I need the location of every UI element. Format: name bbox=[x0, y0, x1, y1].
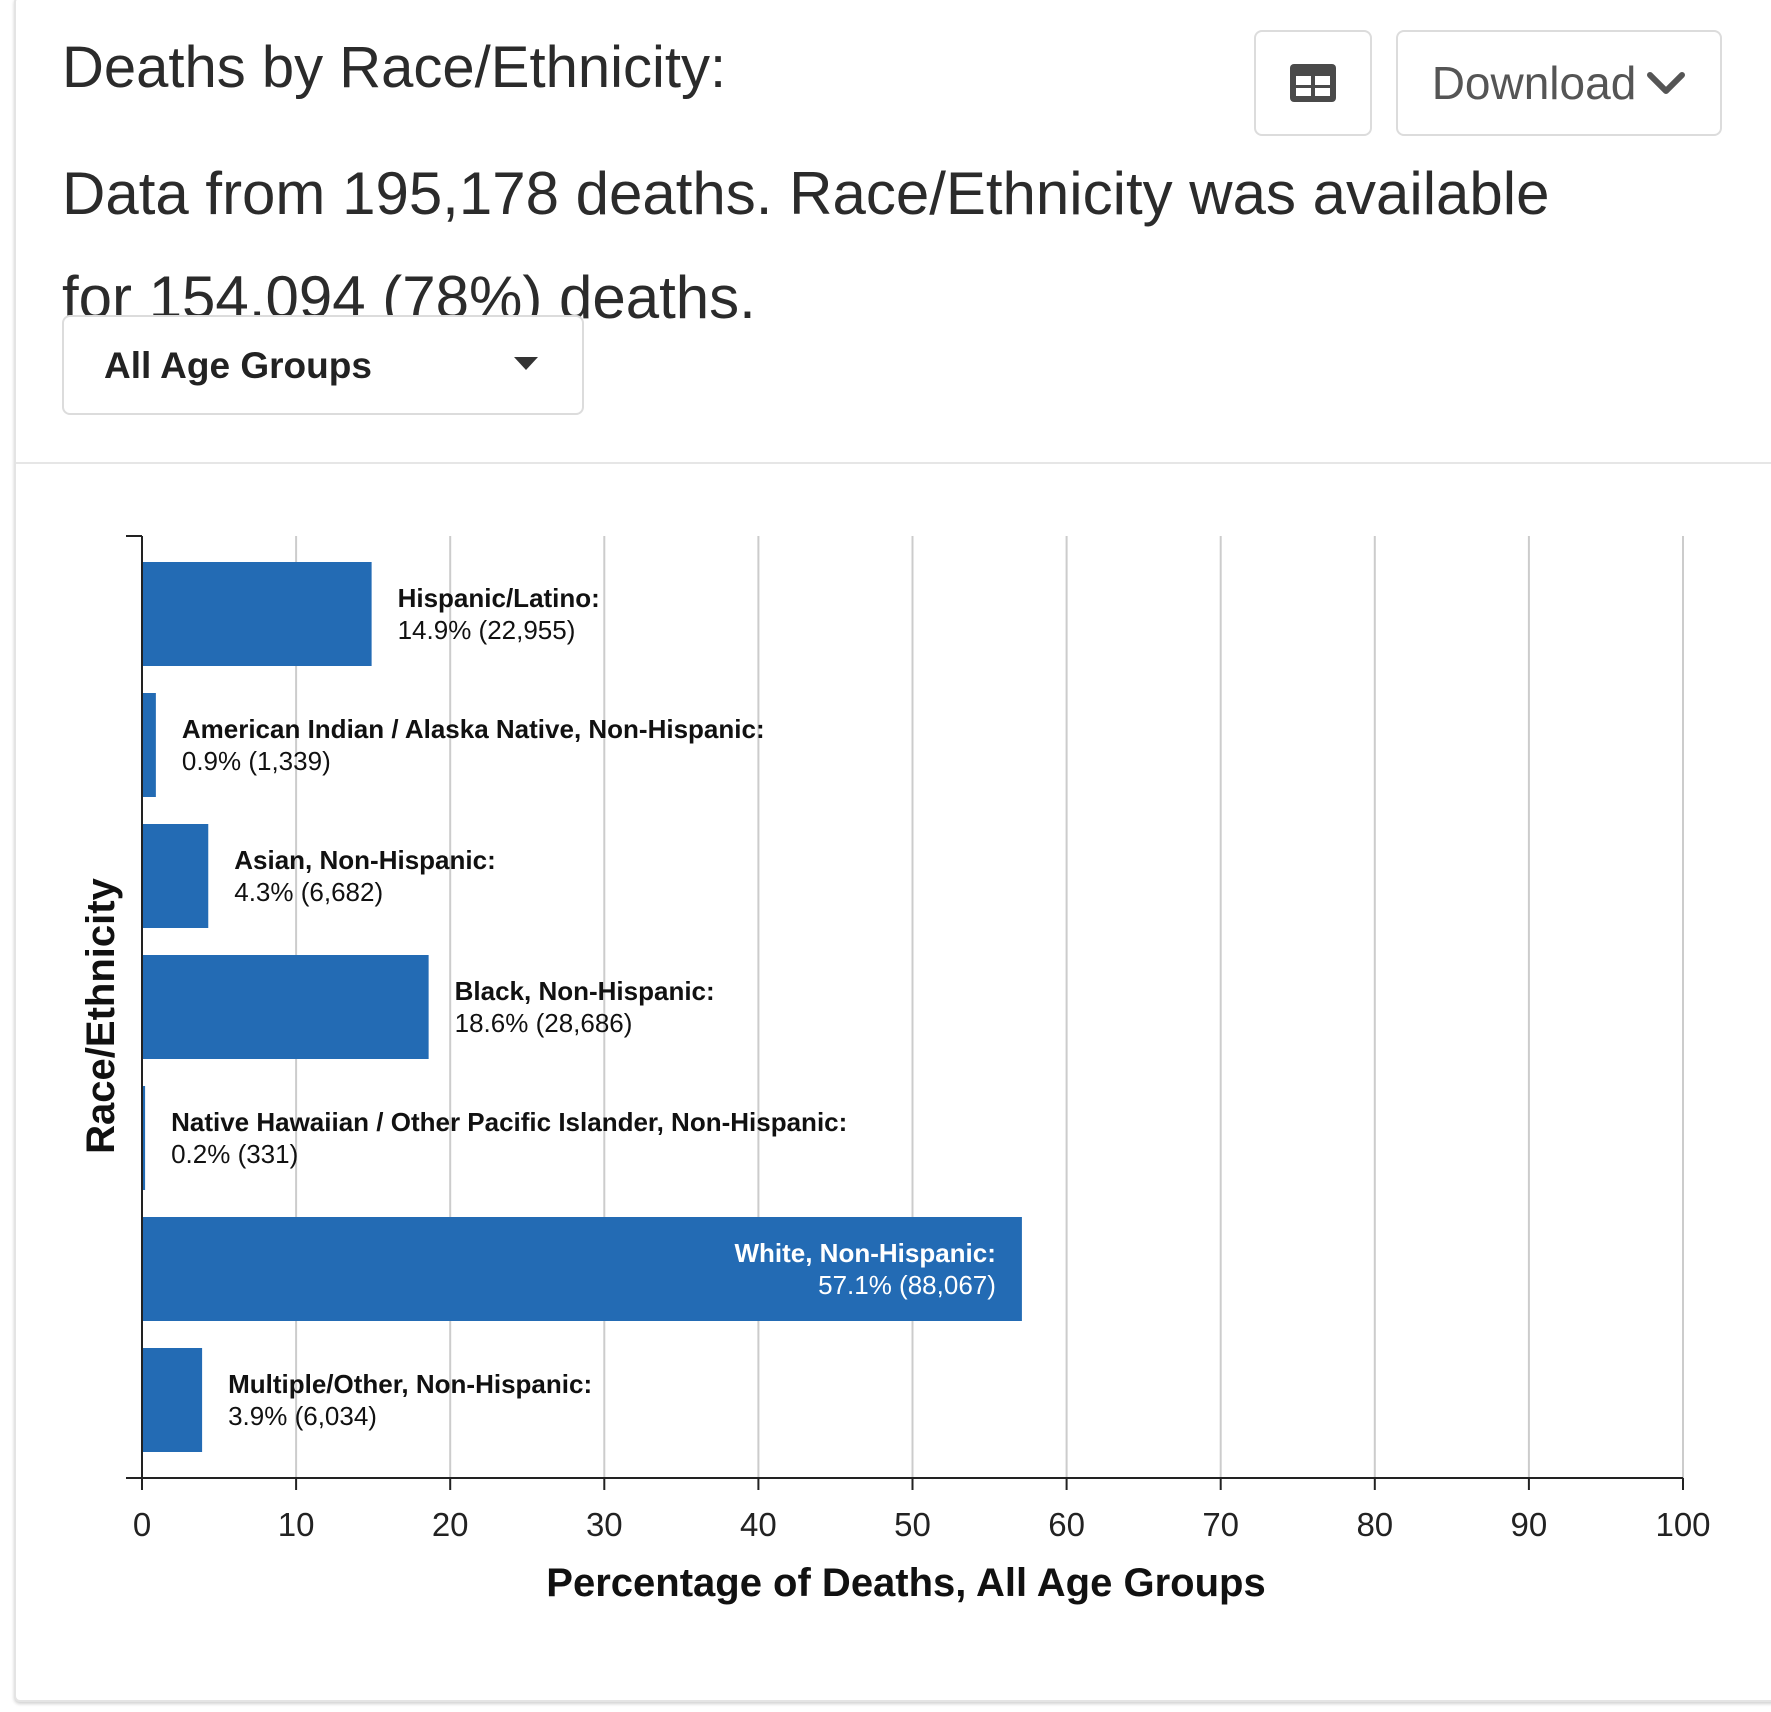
x-tick-label: 30 bbox=[586, 1506, 623, 1543]
category-label: White, Non-Hispanic: bbox=[734, 1238, 995, 1268]
table-icon bbox=[1290, 64, 1336, 102]
table-view-button[interactable] bbox=[1254, 30, 1372, 136]
x-axis-title: Percentage of Deaths, All Age Groups bbox=[546, 1561, 1265, 1605]
y-axis-title: Race/Ethnicity bbox=[79, 877, 123, 1153]
age-group-select[interactable]: All Age Groups bbox=[62, 315, 584, 415]
category-label: Multiple/Other, Non-Hispanic: bbox=[228, 1369, 592, 1399]
chart-subtitle: Data from 195,178 deaths. Race/Ethnicity… bbox=[62, 160, 1550, 331]
category-label: American Indian / Alaska Native, Non-His… bbox=[182, 714, 765, 744]
category-label: Hispanic/Latino: bbox=[398, 583, 600, 613]
download-label: Download bbox=[1431, 57, 1637, 109]
x-tick-label: 20 bbox=[432, 1506, 469, 1543]
bar bbox=[142, 1348, 203, 1452]
header-divider bbox=[16, 462, 1771, 464]
x-tick-label: 70 bbox=[1202, 1506, 1239, 1543]
chart-card bbox=[14, 0, 1771, 1702]
category-label: Native Hawaiian / Other Pacific Islander… bbox=[171, 1107, 847, 1137]
bar bbox=[142, 562, 372, 666]
age-group-selected: All Age Groups bbox=[104, 345, 372, 386]
data-label: 14.9% (22,955) bbox=[398, 615, 576, 645]
caret-down-icon bbox=[514, 357, 538, 370]
chevron-down-icon bbox=[1647, 72, 1686, 94]
bar bbox=[142, 955, 429, 1059]
bar bbox=[142, 824, 209, 928]
download-button[interactable]: Download bbox=[1396, 30, 1722, 136]
chart-title: Deaths by Race/Ethnicity: bbox=[62, 35, 727, 100]
x-tick-label: 80 bbox=[1356, 1506, 1393, 1543]
x-tick-label: 100 bbox=[1655, 1506, 1710, 1543]
x-tick-label: 60 bbox=[1048, 1506, 1085, 1543]
x-tick-label: 90 bbox=[1511, 1506, 1548, 1543]
category-label: Asian, Non-Hispanic: bbox=[234, 845, 495, 875]
x-tick-label: 50 bbox=[894, 1506, 931, 1543]
x-tick-label: 10 bbox=[278, 1506, 315, 1543]
category-label: Black, Non-Hispanic: bbox=[455, 976, 715, 1006]
bar bbox=[142, 1086, 146, 1190]
bar bbox=[142, 1217, 1022, 1321]
x-tick-label: 0 bbox=[133, 1506, 151, 1543]
data-label: 57.1% (88,067) bbox=[818, 1270, 996, 1300]
data-label: 0.2% (331) bbox=[171, 1139, 298, 1169]
bar bbox=[142, 693, 156, 797]
x-tick-label: 40 bbox=[740, 1506, 777, 1543]
data-label: 4.3% (6,682) bbox=[234, 877, 383, 907]
data-label: 18.6% (28,686) bbox=[455, 1008, 633, 1038]
data-label: 3.9% (6,034) bbox=[228, 1401, 377, 1431]
data-label: 0.9% (1,339) bbox=[182, 746, 331, 776]
